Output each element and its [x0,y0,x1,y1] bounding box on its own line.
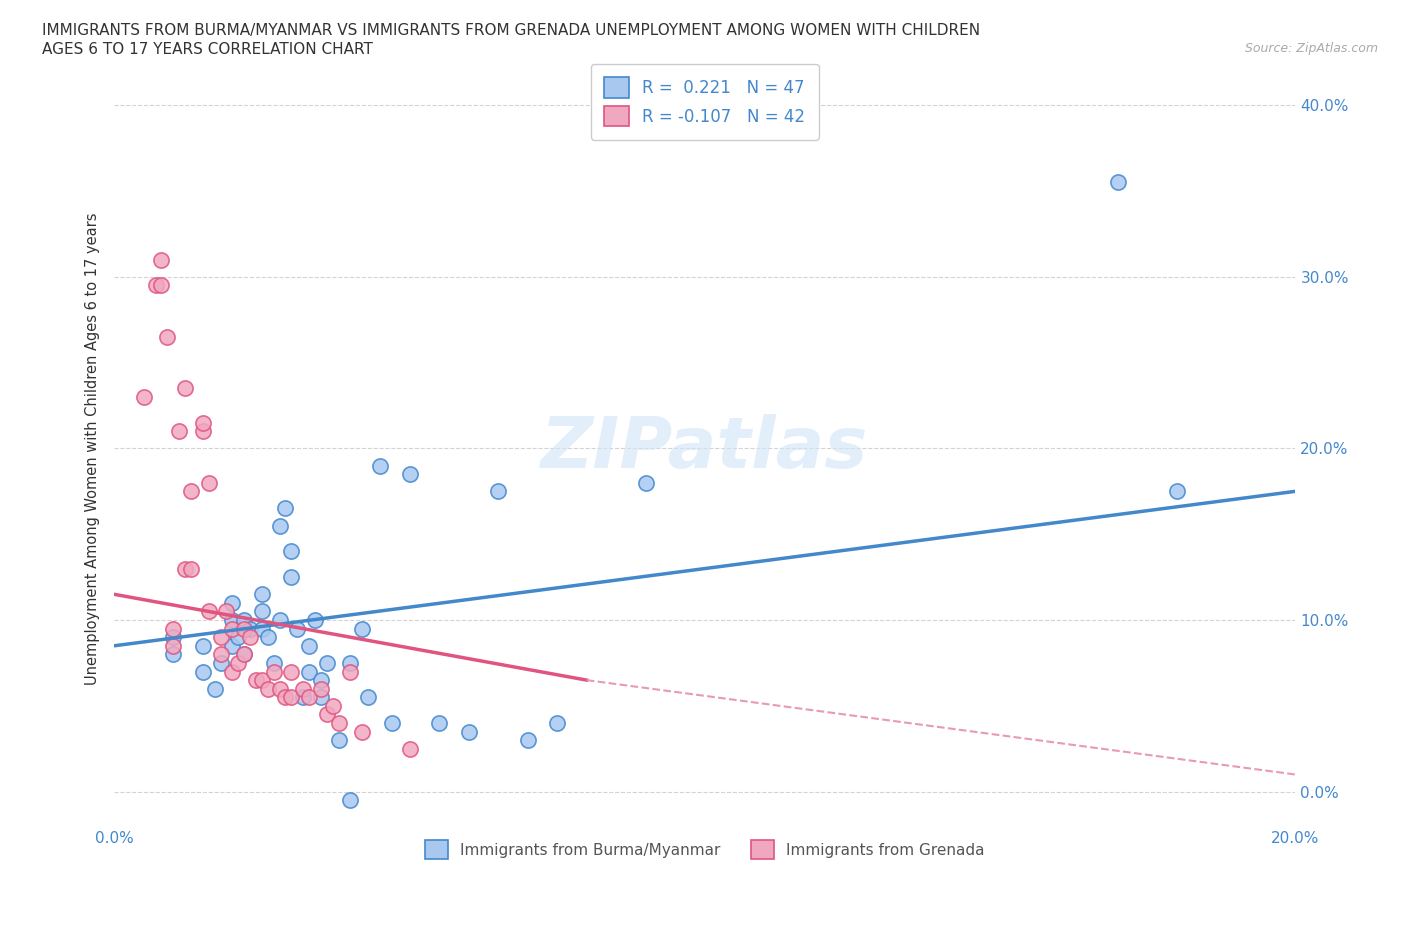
Text: AGES 6 TO 17 YEARS CORRELATION CHART: AGES 6 TO 17 YEARS CORRELATION CHART [42,42,373,57]
Point [280,664,302,679]
Point [239,630,262,644]
Point [156,329,179,344]
Point [162,647,184,662]
Point [280,690,302,705]
Point [274,501,297,516]
Point [274,690,297,705]
Point [339,656,361,671]
Point [256,682,278,697]
Point [162,621,184,636]
Point [352,621,374,636]
Point [309,690,332,705]
Text: ZIPatlas: ZIPatlas [541,414,869,483]
Point [250,672,273,687]
Point [245,672,267,687]
Point [191,415,214,430]
Point [339,664,361,679]
Point [634,475,657,490]
Point [233,647,256,662]
Point [381,715,404,730]
Point [457,724,479,739]
Point [328,715,350,730]
Point [180,561,202,576]
Y-axis label: Unemployment Among Women with Children Ages 6 to 17 years: Unemployment Among Women with Children A… [86,212,100,684]
Point [298,664,321,679]
Point [269,518,291,533]
Point [398,741,420,756]
Point [250,621,273,636]
Point [339,793,361,808]
Point [250,604,273,618]
Point [239,621,262,636]
Point [197,475,219,490]
Point [221,595,243,610]
Point [309,672,332,687]
Point [204,682,226,697]
Point [250,587,273,602]
Point [298,638,321,653]
Point [191,424,214,439]
Point [209,630,232,644]
Point [546,715,568,730]
Point [180,484,202,498]
Point [215,604,238,618]
Point [269,613,291,628]
Point [256,630,278,644]
Point [221,664,243,679]
Point [263,656,285,671]
Point [285,621,308,636]
Point [197,604,219,618]
Text: IMMIGRANTS FROM BURMA/MYANMAR VS IMMIGRANTS FROM GRENADA UNEMPLOYMENT AMONG WOME: IMMIGRANTS FROM BURMA/MYANMAR VS IMMIGRA… [42,23,980,38]
Point [269,682,291,697]
Text: Source: ZipAtlas.com: Source: ZipAtlas.com [1244,42,1378,55]
Point [315,656,337,671]
Point [226,656,249,671]
Point [486,484,509,498]
Point [233,613,256,628]
Point [209,656,232,671]
Point [1107,175,1129,190]
Point [304,613,326,628]
Point [233,621,256,636]
Point [162,638,184,653]
Point [352,724,374,739]
Point [191,638,214,653]
Point [191,664,214,679]
Point [280,544,302,559]
Point [221,638,243,653]
Point [233,647,256,662]
Point [162,630,184,644]
Point [427,715,450,730]
Point [298,690,321,705]
Point [132,390,155,405]
Point [398,467,420,482]
Point [322,698,344,713]
Point [263,664,285,679]
Point [174,561,197,576]
Point [209,647,232,662]
Point [226,630,249,644]
Point [309,682,332,697]
Point [174,381,197,396]
Point [150,278,173,293]
Point [368,458,391,473]
Legend: Immigrants from Burma/Myanmar, Immigrants from Grenada: Immigrants from Burma/Myanmar, Immigrant… [413,828,997,871]
Point [221,613,243,628]
Point [280,570,302,585]
Point [516,733,538,748]
Point [167,424,190,439]
Point [145,278,167,293]
Point [315,707,337,722]
Point [292,682,315,697]
Point [1166,484,1188,498]
Point [357,690,380,705]
Point [221,621,243,636]
Point [292,690,315,705]
Point [328,733,350,748]
Point [150,252,173,267]
